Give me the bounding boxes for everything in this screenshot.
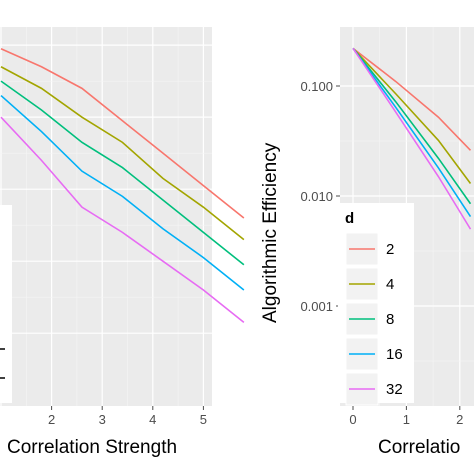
left-series-line-d8 bbox=[0, 80, 245, 266]
left-legend-box bbox=[0, 205, 12, 403]
legend-label-d4: 4 bbox=[386, 276, 394, 293]
left-x-tick-label: 4 bbox=[149, 412, 156, 427]
right-y-tick-label: 0.001 bbox=[300, 299, 333, 314]
right-series-line-d32 bbox=[352, 47, 472, 230]
right-x-tick-label: 0 bbox=[349, 412, 356, 427]
left-x-axis-title: Correlation Strength bbox=[7, 437, 177, 458]
left-x-tick-label: 2 bbox=[48, 412, 55, 427]
right-series-line-d8 bbox=[352, 47, 472, 205]
right-x-axis-title: Correlatio bbox=[378, 437, 460, 458]
right-y-tick-label: 0.010 bbox=[300, 189, 333, 204]
right-series-line-d16 bbox=[352, 47, 472, 218]
left-x-ticks: 2 3 4 5 bbox=[48, 406, 207, 427]
legend-label-d32: 32 bbox=[386, 381, 403, 398]
left-x-tick-label: 5 bbox=[200, 412, 207, 427]
left-gridlines bbox=[0, 27, 212, 406]
legend-label-d2: 2 bbox=[386, 241, 394, 258]
legend-label-d16: 16 bbox=[386, 346, 403, 363]
left-series-line-d16 bbox=[0, 94, 245, 291]
right-y-axis-title: Algorithmic Efficiency bbox=[260, 142, 281, 323]
right-x-tick-label: 2 bbox=[456, 412, 463, 427]
right-y-ticks: 0.100 0.010 0.001 bbox=[300, 79, 340, 314]
right-series-line-d4 bbox=[352, 47, 472, 184]
legend-label-d8: 8 bbox=[386, 311, 394, 328]
left-series-lines bbox=[0, 48, 245, 324]
right-chart-panel: 0.100 0.010 0.001 0 1 2 Algorithmic Efficien… bbox=[260, 27, 474, 458]
right-series-line-d2 bbox=[352, 47, 472, 151]
right-y-tick-label: 0.100 bbox=[300, 79, 333, 94]
left-chart-panel: 2 3 4 5 Correlation Strength bbox=[0, 27, 245, 458]
right-x-tick-label: 1 bbox=[403, 412, 410, 427]
legend-items: 2 4 8 16 32 bbox=[345, 232, 403, 406]
right-series-lines bbox=[352, 47, 472, 230]
left-series-line-d32 bbox=[0, 116, 245, 324]
right-x-ticks: 0 1 2 bbox=[349, 406, 463, 427]
left-series-line-d2 bbox=[0, 48, 245, 219]
right-legend: d 2 4 8 16 32 bbox=[338, 203, 414, 406]
left-legend-fragment bbox=[0, 205, 12, 403]
left-plot-background bbox=[0, 27, 212, 406]
left-series-line-d4 bbox=[0, 66, 245, 241]
left-x-tick-label: 3 bbox=[99, 412, 106, 427]
legend-title: d bbox=[345, 210, 354, 227]
